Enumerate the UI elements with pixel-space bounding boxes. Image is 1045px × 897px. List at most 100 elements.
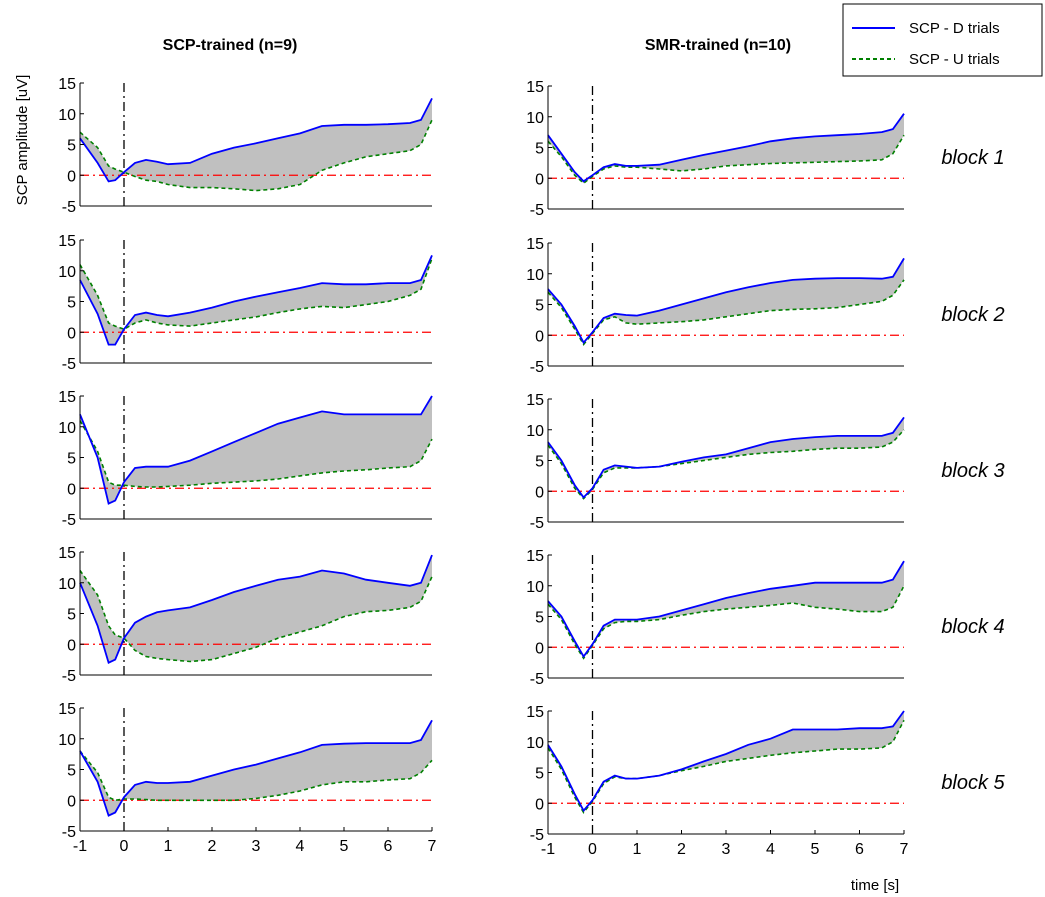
panel-smr-block-3: 15 10 5 0 -5 block 3	[526, 392, 1004, 532]
y-tick-label: 0	[535, 796, 544, 813]
x-tick-label: 0	[120, 838, 129, 855]
x-tick-label: -1	[73, 838, 87, 855]
y-tick-label: -5	[62, 512, 76, 529]
difference-fill	[548, 561, 904, 659]
y-tick-label: 10	[526, 267, 544, 284]
y-tick-label: 0	[67, 168, 76, 185]
series-line-u-trials	[79, 258, 433, 331]
y-tick-label: 10	[526, 423, 544, 440]
y-tick-label: -5	[62, 199, 76, 216]
y-tick-label: 5	[67, 295, 76, 312]
y-tick-label: 15	[58, 76, 76, 93]
difference-fill	[80, 98, 432, 191]
series-line-u-trials	[79, 750, 433, 802]
legend-label-u-trials: SCP - U trials	[909, 51, 1000, 68]
legend-label-d-trials: SCP - D trials	[909, 20, 1000, 37]
y-tick-label: 0	[535, 328, 544, 345]
series-line-d-trials	[79, 554, 433, 664]
y-tick-label: -5	[530, 515, 544, 532]
y-tick-label: 5	[67, 451, 76, 468]
y-tick-label: 15	[58, 545, 76, 562]
x-tick-label: 0	[588, 841, 597, 858]
legend-box	[842, 3, 1043, 77]
y-tick-label: 5	[535, 454, 544, 471]
panel-scp-block-1: 15 10 5 0 -5	[58, 76, 433, 216]
block-label: block 4	[941, 616, 1004, 638]
x-tick-label: 7	[900, 841, 909, 858]
difference-fill	[80, 396, 432, 504]
x-tick-label: 3	[722, 841, 731, 858]
series-line-u-trials	[547, 279, 905, 346]
panel-scp-block-4: 15 10 5 0 -5	[58, 545, 433, 685]
y-tick-label: 10	[58, 732, 76, 749]
series-line-d-trials	[547, 416, 905, 499]
panel-smr-block-5: 15 10 5 0 -5-1 0 1 2 3 4 5 6 7 block 5	[526, 704, 1005, 858]
panel-scp-block-5: 15 10 5 0 -5-1 0 1 2 3 4 5 6 7	[58, 701, 436, 855]
y-tick-label: 15	[58, 233, 76, 250]
series-line-d-trials	[547, 113, 905, 183]
x-tick-label: 6	[384, 838, 393, 855]
series-line-u-trials	[79, 570, 433, 663]
x-tick-label: 1	[164, 838, 173, 855]
y-tick-label: 10	[526, 579, 544, 596]
y-tick-label: 10	[58, 576, 76, 593]
difference-fill	[80, 555, 432, 663]
series-line-d-trials	[79, 395, 433, 505]
difference-fill	[80, 255, 432, 345]
panel-smr-block-2: 15 10 5 0 -5 block 2	[526, 236, 1004, 376]
y-tick-label: -5	[62, 668, 76, 685]
x-tick-label: 5	[811, 841, 820, 858]
y-tick-label: -5	[62, 356, 76, 373]
y-tick-label: -5	[530, 671, 544, 688]
y-tick-label: 0	[67, 793, 76, 810]
y-tick-label: 15	[58, 389, 76, 406]
y-tick-label: 0	[535, 484, 544, 501]
x-tick-label: 4	[766, 841, 775, 858]
x-tick-label: 4	[296, 838, 305, 855]
difference-fill	[548, 258, 904, 345]
y-axis-label: SCP amplitude [uV]	[14, 75, 31, 206]
y-tick-label: 15	[58, 701, 76, 718]
legend: SCP - D trials SCP - U trials	[842, 3, 1043, 77]
y-tick-label: 15	[526, 704, 544, 721]
panel-smr-block-1: 15 10 5 0 -5 block 1	[526, 79, 1004, 219]
series-line-d-trials	[547, 560, 905, 659]
x-tick-label: 2	[208, 838, 217, 855]
x-tick-label: -1	[541, 841, 555, 858]
difference-fill	[548, 113, 904, 184]
panel-scp-block-2: 15 10 5 0 -5	[58, 233, 433, 373]
column-title-scp: SCP-trained (n=9)	[163, 37, 298, 54]
y-tick-label: -5	[530, 827, 544, 844]
y-tick-label: 5	[535, 766, 544, 783]
block-label: block 3	[941, 460, 1004, 482]
y-tick-label: 10	[58, 264, 76, 281]
x-tick-label: 3	[252, 838, 261, 855]
y-tick-label: 10	[526, 735, 544, 752]
block-label: block 1	[941, 147, 1004, 169]
series-line-d-trials	[79, 719, 433, 817]
block-label: block 5	[941, 772, 1005, 794]
x-tick-label: 5	[340, 838, 349, 855]
y-tick-label: 10	[526, 110, 544, 127]
y-tick-label: 15	[526, 79, 544, 96]
difference-fill	[548, 417, 904, 499]
y-tick-label: -5	[530, 202, 544, 219]
y-tick-label: 5	[535, 610, 544, 627]
y-tick-label: 5	[535, 141, 544, 158]
y-tick-label: 0	[67, 481, 76, 498]
y-tick-label: -5	[530, 359, 544, 376]
series-line-d-trials	[547, 710, 905, 813]
y-tick-label: 0	[67, 637, 76, 654]
series-line-u-trials	[547, 719, 905, 814]
y-tick-label: 0	[535, 171, 544, 188]
column-title-smr: SMR-trained (n=10)	[645, 37, 791, 54]
series-line-u-trials	[547, 134, 905, 185]
y-tick-label: 5	[67, 138, 76, 155]
block-label: block 2	[941, 304, 1004, 326]
y-tick-label: 5	[67, 607, 76, 624]
y-tick-label: 0	[67, 325, 76, 342]
series-line-u-trials	[79, 119, 433, 192]
series-line-u-trials	[79, 420, 433, 488]
